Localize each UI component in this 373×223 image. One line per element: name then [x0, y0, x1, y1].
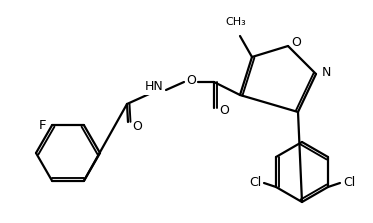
Text: HN: HN: [145, 81, 163, 93]
Text: Cl: Cl: [343, 176, 355, 190]
Text: N: N: [321, 66, 331, 78]
Text: O: O: [219, 103, 229, 116]
Text: CH₃: CH₃: [226, 17, 247, 27]
Text: O: O: [291, 35, 301, 48]
Text: O: O: [186, 74, 196, 87]
Text: F: F: [38, 119, 46, 132]
Text: Cl: Cl: [249, 176, 261, 190]
Text: O: O: [132, 120, 142, 132]
